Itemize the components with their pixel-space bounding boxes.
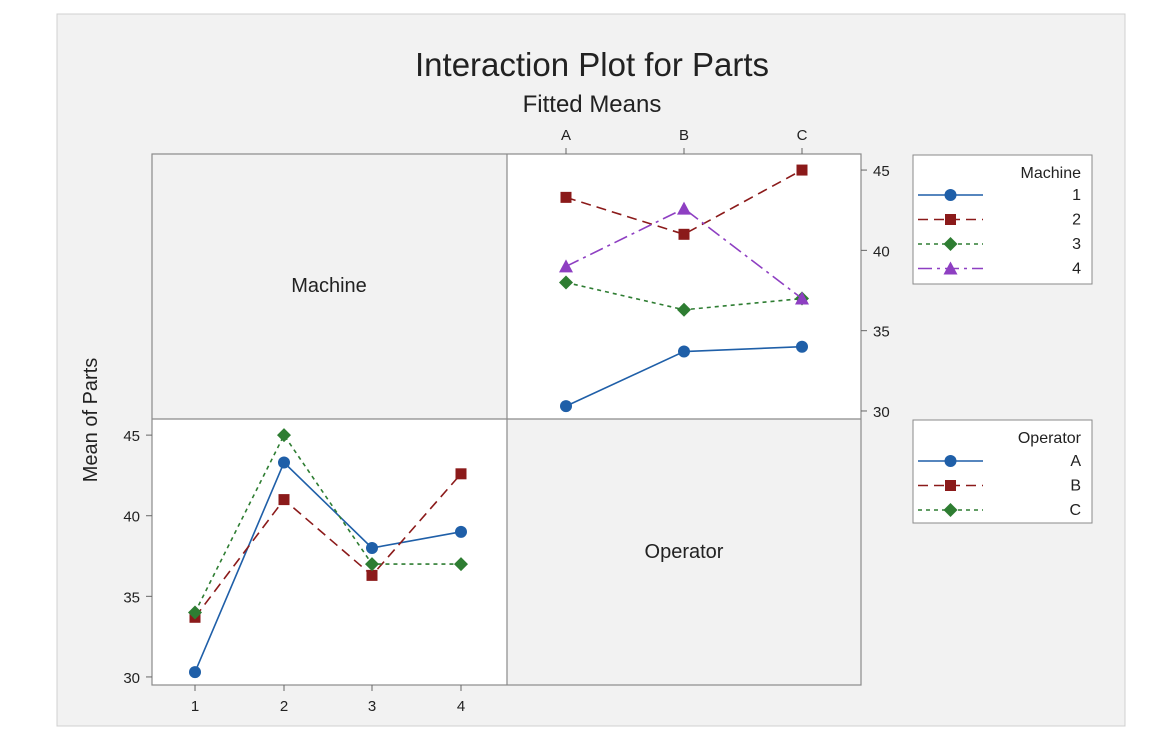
operator-legend-title: Operator: [1018, 430, 1082, 447]
operator-diagonal-panel: [507, 419, 861, 685]
machine-diagonal-label: Machine: [291, 275, 367, 297]
x-tick-label-machine-by-operator: B: [679, 127, 689, 144]
y-tick-label-machine-by-operator: 30: [873, 404, 890, 421]
data-point-operator-by-machine-B: [455, 468, 467, 480]
data-point-operator-by-machine-C: [277, 428, 291, 443]
data-point-operator-by-machine-A: [189, 666, 201, 679]
series-line-machine-by-operator-2: [565, 169, 803, 236]
machine-diagonal-panel: [152, 154, 507, 419]
series-layer: [188, 164, 809, 679]
x-tick-label-operator-by-machine: 4: [457, 698, 465, 715]
data-point-machine-by-operator-3: [677, 302, 691, 317]
data-point-machine-by-operator-4: [559, 259, 573, 273]
machine-legend-title: Machine: [1021, 165, 1082, 182]
y-tick-label-operator-by-machine: 40: [123, 509, 140, 526]
y-axis-label: Mean of Parts: [80, 358, 102, 483]
data-point-operator-by-machine-C: [454, 557, 468, 572]
legend-marker-machine-by-operator-4: [943, 261, 958, 275]
data-point-machine-by-operator-2: [796, 164, 808, 176]
y-tick-label-operator-by-machine: 35: [123, 589, 140, 606]
legend-marker-machine-by-operator-1: [944, 189, 957, 201]
data-point-operator-by-machine-A: [366, 541, 378, 554]
data-point-machine-by-operator-2: [678, 228, 690, 240]
x-tick-label-operator-by-machine: 1: [191, 698, 199, 715]
series-line-operator-by-machine-B: [194, 473, 462, 618]
legend-label-machine-by-operator-4: 4: [1072, 261, 1081, 278]
operator-legend-box: [912, 419, 1093, 524]
data-point-machine-by-operator-1: [560, 400, 572, 413]
legend-marker-machine-by-operator-2: [945, 214, 956, 225]
y-tick-label-operator-by-machine: 45: [123, 428, 140, 445]
legend-marker-operator-by-machine-B: [945, 480, 956, 491]
legend-marker-operator-by-machine-A: [944, 455, 957, 467]
data-point-machine-by-operator-1: [678, 345, 690, 358]
series-line-operator-by-machine-C: [194, 433, 461, 613]
data-point-operator-by-machine-C: [188, 605, 202, 620]
data-point-operator-by-machine-B: [366, 569, 378, 581]
legend-label-operator-by-machine-A: A: [1070, 453, 1081, 470]
legend-label-machine-by-operator-2: 2: [1072, 212, 1081, 229]
data-point-machine-by-operator-4: [677, 201, 691, 215]
legend-label-machine-by-operator-1: 1: [1072, 187, 1081, 204]
data-point-machine-by-operator-1: [796, 340, 808, 353]
y-tick-label-machine-by-operator: 45: [873, 163, 890, 180]
y-tick-label-machine-by-operator: 40: [873, 243, 890, 260]
x-tick-label-machine-by-operator: C: [797, 127, 808, 144]
legend-marker-machine-by-operator-3: [943, 237, 958, 251]
chart-title: Interaction Plot for Parts: [415, 46, 769, 83]
data-point-operator-by-machine-B: [278, 494, 290, 506]
chart-subtitle: Fitted Means: [523, 91, 662, 118]
y-tick-label-machine-by-operator: 35: [873, 324, 890, 341]
data-point-operator-by-machine-A: [278, 456, 290, 469]
data-point-machine-by-operator-3: [559, 275, 573, 290]
legend-marker-operator-by-machine-C: [943, 503, 958, 517]
data-point-machine-by-operator-4: [795, 291, 809, 305]
legend-label-operator-by-machine-B: B: [1070, 478, 1081, 495]
x-tick-label-operator-by-machine: 3: [368, 698, 376, 715]
legend-label-machine-by-operator-3: 3: [1072, 236, 1081, 253]
legend-layer: 1 2 3 4 ABC: [918, 187, 1081, 519]
legend-label-operator-by-machine-C: C: [1069, 502, 1081, 519]
machine-by-operator-panel: [507, 154, 861, 419]
y-tick-label-operator-by-machine: 30: [123, 670, 140, 687]
data-point-machine-by-operator-2: [560, 191, 572, 203]
data-point-operator-by-machine-C: [365, 557, 379, 572]
operator-by-machine-panel: [152, 419, 507, 685]
x-tick-label-machine-by-operator: A: [561, 127, 571, 144]
operator-diagonal-label: Operator: [645, 541, 724, 563]
series-line-operator-by-machine-A: [194, 461, 462, 673]
data-point-operator-by-machine-A: [455, 525, 467, 538]
axes-layer: A B C 30 35 40 45 1 2 3 4 30 35 40 45: [123, 127, 889, 715]
x-tick-label-operator-by-machine: 2: [280, 698, 288, 715]
